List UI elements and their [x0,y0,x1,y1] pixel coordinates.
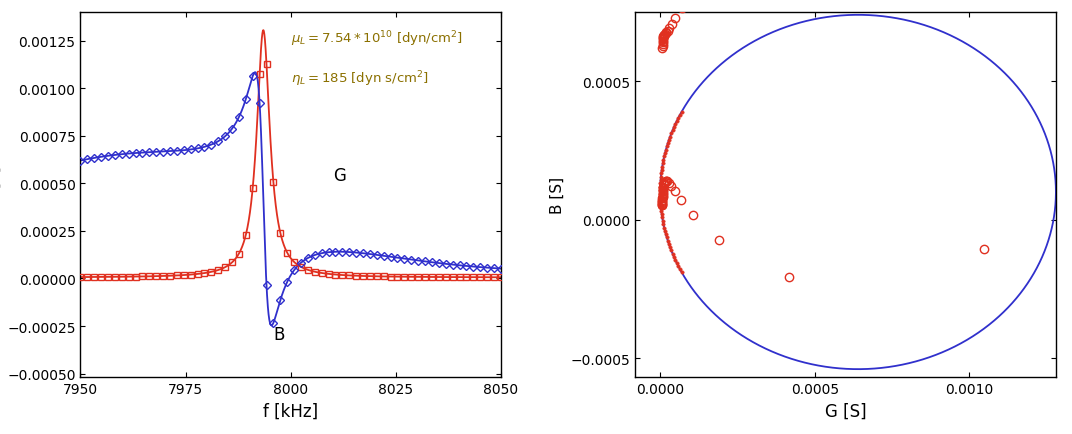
Y-axis label: G, B [S]: G, B [S] [0,166,1,225]
Text: G: G [332,166,345,184]
X-axis label: f [kHz]: f [kHz] [263,402,318,420]
Text: $\mu_L=7.54*10^{10}$ [dyn/cm$^2$]: $\mu_L=7.54*10^{10}$ [dyn/cm$^2$] [291,30,463,49]
Text: $\eta_L=185$ [dyn s/cm$^2$]: $\eta_L=185$ [dyn s/cm$^2$] [291,69,429,89]
Text: B: B [273,326,285,344]
Y-axis label: B [S]: B [S] [550,177,565,214]
X-axis label: G [S]: G [S] [824,402,866,420]
